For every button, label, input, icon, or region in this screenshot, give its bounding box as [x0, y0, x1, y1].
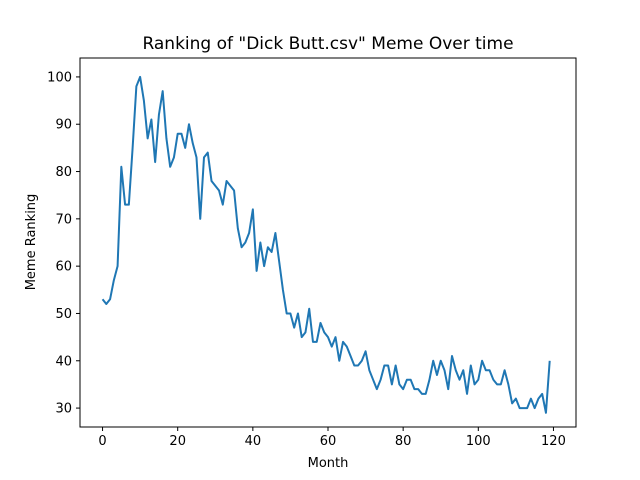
chart-title: Ranking of "Dick Butt.csv" Meme Over tim… — [142, 34, 513, 54]
y-tick-label: 80 — [55, 165, 72, 180]
x-tick-label: 120 — [541, 434, 566, 449]
series-layer — [101, 75, 551, 414]
y-tick-label: 60 — [55, 260, 72, 275]
y-tick-label: 90 — [55, 118, 72, 133]
ticks-layer: 0 20 40 60 80 100 120 30 40 50 60 70 80 90 100 — [47, 70, 566, 449]
x-axis-label: Month — [308, 456, 349, 471]
x-tick-label: 40 — [245, 434, 262, 449]
axes-background — [80, 58, 576, 427]
y-tick-label: 100 — [47, 70, 72, 85]
x-tick-label: 20 — [169, 434, 186, 449]
y-tick-label: 50 — [55, 307, 72, 322]
y-tick-label: 70 — [55, 212, 72, 227]
x-tick-label: 0 — [98, 434, 106, 449]
y-tick-label: 40 — [55, 354, 72, 369]
x-tick-label: 80 — [395, 434, 412, 449]
series-line-0 — [101, 75, 551, 414]
x-tick-label: 60 — [320, 434, 337, 449]
x-tick-label: 100 — [466, 434, 491, 449]
y-axis-label: Meme Ranking — [24, 194, 39, 291]
axes-frame — [79, 57, 577, 428]
y-tick-label: 30 — [55, 402, 72, 417]
